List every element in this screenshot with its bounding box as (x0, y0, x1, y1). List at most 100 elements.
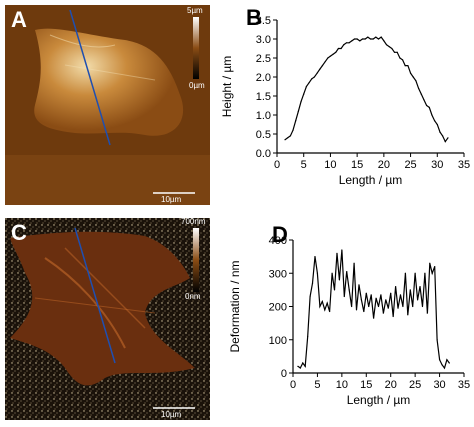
y-tick-label: 3.0 (256, 34, 271, 46)
data-point (368, 305, 370, 308)
data-point (436, 123, 438, 126)
y-tick-label: 3.5 (256, 15, 271, 27)
data-point (364, 38, 366, 40)
data-point (438, 359, 441, 361)
data-point (375, 36, 377, 38)
x-tick-label: 15 (360, 379, 372, 391)
data-point (351, 40, 353, 42)
data-point (402, 305, 404, 308)
data-point (335, 51, 337, 53)
data-point (431, 114, 433, 116)
y-tick-label: 0 (281, 368, 287, 380)
height-profile-chart: 0 5 10 15 20 25 30 35 0.0 0.5 1.0 1.5 2.0 2.5 3.0 3.5 Le… (220, 15, 470, 187)
data-point (307, 335, 309, 338)
data-point (297, 110, 299, 112)
color-scale-min-label: 0nm (185, 292, 201, 301)
x-tick-label: 15 (351, 159, 363, 171)
data-point (380, 36, 382, 38)
y-tick-label: 400 (269, 235, 287, 247)
data-point (324, 309, 326, 311)
x-axis-label: Length / µm (339, 173, 403, 187)
data-point (309, 295, 311, 298)
x-tick-label: 10 (324, 159, 336, 171)
data-point (305, 85, 307, 88)
data-point (358, 284, 360, 286)
data-point (297, 365, 299, 367)
data-point (407, 65, 409, 67)
data-point (321, 65, 324, 67)
data-point (387, 307, 389, 309)
x-tick-label: 0 (274, 159, 280, 171)
data-point (377, 305, 380, 308)
data-point (359, 40, 361, 42)
data-point (319, 305, 321, 308)
data-point (363, 310, 365, 313)
data-point (360, 299, 362, 301)
series-line (297, 249, 450, 370)
data-point (388, 46, 390, 48)
data-point (434, 266, 436, 268)
data-point (365, 292, 367, 294)
data-point (412, 305, 414, 308)
data-point (385, 299, 387, 301)
data-point (420, 93, 422, 95)
afm-height-image: A 5µm 0µm 10µm (5, 5, 210, 205)
color-scale-max-label: 5µm (187, 6, 203, 15)
x-tick-label: 5 (314, 379, 320, 391)
data-point (409, 72, 412, 74)
data-point (397, 307, 399, 309)
data-point (412, 76, 414, 78)
data-point (314, 256, 316, 258)
data-point (421, 305, 424, 308)
data-point (351, 305, 353, 308)
data-point (308, 82, 310, 84)
afm-deformation-image: C 700nm 0nm 10µm (5, 218, 210, 420)
scale-bar-label: 10µm (161, 195, 182, 204)
data-point (299, 367, 301, 369)
y-tick-label: 2.0 (256, 72, 271, 84)
data-point (345, 42, 348, 44)
afm-deformation-image-graphic (5, 218, 210, 420)
data-point (321, 300, 323, 303)
data-point (348, 42, 350, 44)
data-point (329, 310, 331, 313)
data-point (396, 51, 398, 53)
y-tick-label: 0.0 (256, 148, 271, 160)
y-tick-label: 1.0 (256, 110, 271, 122)
data-point (326, 302, 328, 304)
data-point (391, 47, 393, 50)
data-point (424, 272, 426, 274)
data-point (311, 282, 314, 284)
data-point (423, 99, 425, 101)
x-tick-label: 5 (301, 159, 307, 171)
data-point (401, 59, 404, 61)
data-point (429, 262, 431, 264)
data-point (367, 36, 369, 38)
data-point (399, 57, 401, 59)
data-point (369, 38, 372, 40)
y-tick-label: 100 (269, 335, 287, 347)
x-axis-label: Length / µm (347, 393, 411, 407)
data-point (356, 38, 358, 40)
scale-bar-label: 10µm (161, 410, 182, 419)
data-point (289, 135, 291, 137)
data-point (392, 315, 394, 318)
data-point (382, 312, 384, 314)
data-point (428, 106, 430, 108)
y-axis-label: Deformation / nm (228, 260, 242, 352)
data-point (331, 272, 333, 274)
x-tick-label: 30 (431, 159, 443, 171)
data-point (333, 289, 336, 291)
data-point (343, 295, 345, 298)
data-point (415, 80, 417, 82)
color-scale-bar (193, 17, 199, 79)
data-point (316, 272, 319, 274)
data-point (436, 339, 438, 341)
color-scale-max-label: 700nm (181, 218, 206, 226)
data-point (302, 362, 304, 364)
data-point (446, 359, 448, 361)
data-point (395, 285, 397, 288)
data-point (383, 40, 385, 42)
data-point (441, 364, 443, 366)
data-point (375, 297, 377, 299)
